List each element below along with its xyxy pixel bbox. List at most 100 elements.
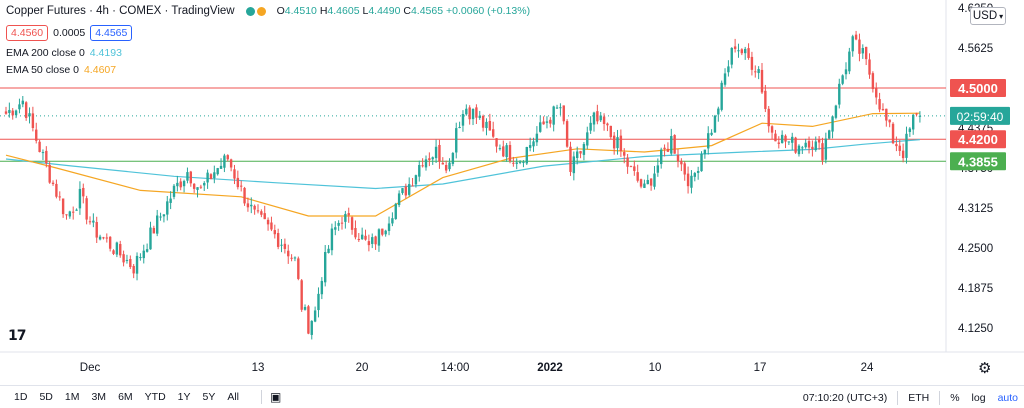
candle-body [340,222,344,224]
candle-body [811,146,814,150]
currency-button[interactable]: USD ▾ [970,7,1006,25]
candle-body [45,150,48,164]
candle-body [545,121,549,123]
delayed-data-icon [256,6,266,16]
log-scale-button[interactable]: log [971,391,986,404]
timeframe-6m[interactable]: 6M [118,391,133,403]
candle-body [41,152,45,154]
candle-body [599,115,602,121]
price-chart[interactable]: 4.12504.18754.25004.31254.37504.43754.50… [0,0,1024,385]
candle-body [707,133,710,149]
ema200-value: 4.4193 [89,47,122,59]
candle-body [280,244,283,246]
calendar-icon[interactable]: ▣ [270,390,282,404]
candle-body [791,136,794,143]
candle-body [428,158,431,161]
candle-body [535,133,539,143]
timeframe-all[interactable]: All [227,391,240,403]
timeframe-5y[interactable]: 5Y [202,391,216,403]
candle-body [757,69,760,74]
candle-body [334,227,337,230]
x-tick-label: 24 [861,362,874,374]
candle-body [841,75,844,84]
candle-body [878,99,881,110]
candle-body [465,108,468,115]
candle-body [522,162,525,164]
candle-body [481,115,485,128]
timeframe-3m[interactable]: 3M [91,391,107,403]
candle-body [817,139,821,143]
session-button[interactable]: ETH [908,391,930,404]
candle-body [831,116,834,132]
candle-body [223,155,226,168]
candle-body [196,187,199,190]
candle-body [387,223,391,231]
ema50-label: EMA 50 close 0 [6,64,79,76]
candle-body [203,182,206,186]
candle-body [532,141,535,147]
ema50-legend[interactable]: EMA 50 close 0 4.4607 [6,64,116,76]
candle-body [848,51,851,72]
candle-body [898,145,901,151]
timeframe-1d[interactable]: 1D [14,391,28,403]
candle-body [384,230,387,235]
candle-body [676,154,680,162]
candle-body [266,219,270,225]
timeframe-1m[interactable]: 1M [64,391,80,403]
timeframe-ytd[interactable]: YTD [144,391,166,403]
timeframe-5d[interactable]: 5D [39,391,53,403]
candle-body [629,166,633,168]
ema200-legend[interactable]: EMA 200 close 0 4.4193 [6,47,122,59]
candle-body [119,244,122,256]
candle-body [139,257,142,259]
candle-body [596,111,599,122]
candle-body [166,201,169,215]
candle-body [656,165,660,173]
clock[interactable]: 07:10:20 (UTC+3) [802,391,888,404]
candle-body [858,39,861,54]
candle-body [18,104,21,110]
candle-body [58,196,61,198]
candle-body [431,157,434,160]
candle-body [871,73,875,90]
candle-body [287,250,290,257]
gear-icon[interactable]: ⚙ [978,360,992,377]
candle-body [182,180,186,187]
candle-body [391,218,394,224]
y-tick-label: 4.1875 [958,283,993,295]
close-label: C [403,5,411,17]
candle-body [253,205,256,210]
candle-body [233,169,236,179]
candle-body [371,237,374,244]
candle-body [250,204,253,207]
percent-scale-button[interactable]: % [950,391,960,404]
candle-body [626,157,629,167]
candle-body [122,254,125,263]
sell-button[interactable]: 4.4560 [6,25,49,41]
toolbar-right: 07:10:20 (UTC+3) ETH % log auto [797,386,1024,408]
ema50-value: 4.4607 [83,64,117,76]
timeframe-1y[interactable]: 1Y [177,391,191,403]
tradingview-logo-icon[interactable]: 17 [8,328,27,344]
candle-body [673,135,676,154]
candle-body [78,188,82,209]
candle-body [868,59,871,75]
candle-body [760,69,764,93]
y-tick-label: 4.1250 [958,323,993,335]
candle-body [263,213,266,220]
candle-body [276,233,280,247]
candle-body [602,116,606,124]
symbol-title[interactable]: Copper Futures · 4h · COMEX · TradingVie… [6,5,235,17]
candle-body [31,113,35,128]
candle-body [555,107,559,109]
buy-button[interactable]: 4.4565 [90,25,133,41]
candle-body [381,228,384,235]
candle-body [421,165,424,167]
candle-body [448,162,451,170]
candle-body [733,46,737,49]
candle-body [693,173,696,177]
candle-body [350,217,354,230]
candle-body [660,149,663,165]
market-status-dots[interactable] [245,6,266,16]
auto-scale-button[interactable]: auto [997,391,1018,404]
